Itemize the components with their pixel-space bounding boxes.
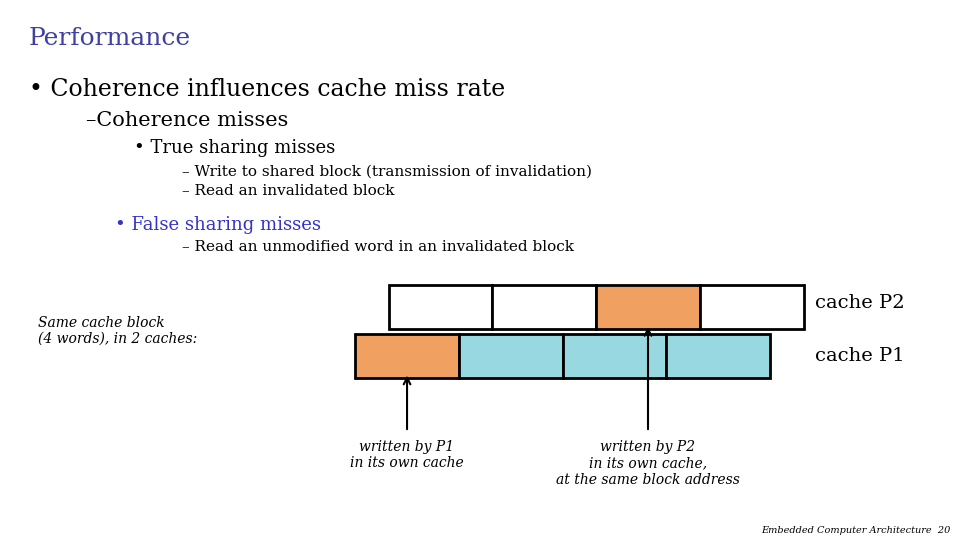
Bar <box>389 285 492 329</box>
Text: cache P1: cache P1 <box>815 347 904 365</box>
Text: Performance: Performance <box>29 27 191 50</box>
Bar <box>492 285 596 329</box>
Text: – Read an invalidated block: – Read an invalidated block <box>182 184 395 198</box>
Text: –Coherence misses: –Coherence misses <box>86 111 289 130</box>
Text: • False sharing misses: • False sharing misses <box>115 216 322 234</box>
Text: – Write to shared block (transmission of invalidation): – Write to shared block (transmission of… <box>182 165 592 179</box>
Bar <box>355 334 459 378</box>
Text: written by P2
in its own cache,
at the same block address: written by P2 in its own cache, at the s… <box>556 440 740 487</box>
Bar <box>596 285 700 329</box>
Bar <box>700 285 804 329</box>
Text: cache P2: cache P2 <box>815 294 904 312</box>
Bar <box>666 334 770 378</box>
Text: Same cache block
(4 words), in 2 caches:: Same cache block (4 words), in 2 caches: <box>38 316 198 346</box>
Text: • True sharing misses: • True sharing misses <box>134 139 336 157</box>
Text: Embedded Computer Architecture  20: Embedded Computer Architecture 20 <box>761 525 950 535</box>
Bar <box>563 334 666 378</box>
Text: – Read an unmodified word in an invalidated block: – Read an unmodified word in an invalida… <box>182 240 574 254</box>
Text: • Coherence influences cache miss rate: • Coherence influences cache miss rate <box>29 78 505 102</box>
Text: written by P1
in its own cache: written by P1 in its own cache <box>350 440 464 470</box>
Bar <box>459 334 563 378</box>
